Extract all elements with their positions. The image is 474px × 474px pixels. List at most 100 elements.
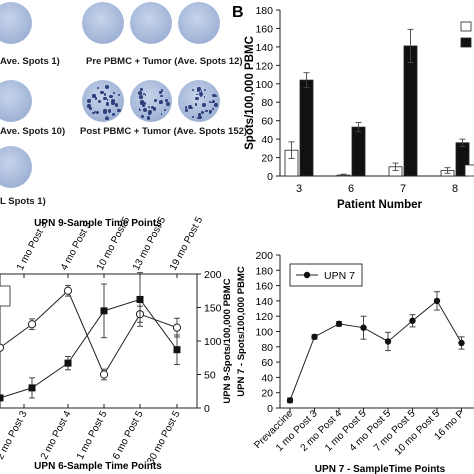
c-right-tick-label: 150 — [204, 303, 222, 315]
chart-b: B 0 20 40 60 80 100 120 140 160 180 Spots/100,000 P… — [232, 4, 474, 211]
b-y-tick-label: 0 — [267, 171, 273, 183]
b-bar-filled — [351, 126, 366, 177]
c-point-circle — [99, 370, 109, 379]
well-spot — [195, 96, 199, 101]
well-spot — [187, 105, 192, 110]
d-point — [311, 333, 318, 341]
c-point-square — [100, 307, 108, 315]
well-spot — [112, 113, 116, 117]
c-series-line-1 — [0, 289, 178, 376]
well-spot — [92, 111, 95, 115]
d-y-tick-label: 60 — [261, 357, 273, 369]
well-spot — [100, 90, 104, 95]
d-y-tick-label: 160 — [255, 281, 273, 293]
caption-well-row2-left: Ave. Spots 10) — [0, 126, 66, 137]
d-y-tick-label: 100 — [255, 327, 273, 339]
well-spot — [138, 109, 142, 112]
caption-well-row3-left: L Spots 1) — [0, 196, 46, 207]
well-spot — [203, 96, 206, 99]
c-right-tick-label: 100 — [204, 336, 222, 348]
well-post-3 — [178, 80, 220, 122]
well-spot — [194, 103, 198, 106]
well-spot — [144, 94, 147, 96]
panel-label-b: B — [232, 4, 244, 21]
well-spot — [140, 100, 144, 104]
c-right-tick-label: 200 — [204, 269, 222, 281]
well-spot — [89, 107, 92, 110]
d-y-tick-label: 40 — [261, 372, 273, 384]
d-y-tick-label: 120 — [255, 311, 273, 323]
d-point — [433, 297, 441, 305]
well-spot — [96, 111, 100, 115]
d-point — [335, 320, 343, 328]
d-x-axis-title: UPN 7 - SampleTime Points — [315, 464, 446, 474]
well-spot — [160, 89, 164, 92]
well-spot — [150, 105, 154, 109]
d-y-tick-label: 200 — [255, 250, 273, 262]
well-spot — [149, 113, 152, 116]
well-spot — [97, 86, 100, 89]
well-control-1 — [0, 2, 32, 44]
d-series-line — [289, 300, 462, 401]
caption-well-row1-right: Pre PBMC + Tumor (Ave. Spots 12) — [86, 56, 243, 67]
well-post-1 — [82, 80, 124, 122]
b-y-tick-label: 80 — [261, 97, 273, 109]
well-spot — [203, 89, 206, 92]
well-spot — [143, 105, 145, 107]
d-legend-marker — [303, 271, 311, 279]
b-legend-swatch-open — [460, 21, 472, 32]
well-spot — [104, 117, 108, 121]
c-bottom-tick-label: 30 mo Post 5 — [145, 409, 183, 467]
b-y-axis-title: Spots/100,000 PBMC — [244, 36, 256, 150]
well-pre-1 — [82, 2, 124, 44]
c-point-square — [28, 384, 36, 392]
c-series-line-2 — [0, 298, 178, 399]
c-point-square — [136, 295, 144, 303]
well-spot — [104, 93, 107, 96]
c-right-tick-label: 50 — [204, 370, 216, 382]
well-spot — [198, 86, 200, 89]
well-spot — [184, 106, 188, 109]
well-spot — [185, 108, 188, 112]
well-spot — [142, 105, 144, 107]
well-spot — [146, 116, 150, 120]
d-point — [384, 338, 392, 345]
caption-well-row1-left: Ave. Spots 1) — [0, 56, 60, 67]
b-bar-open — [464, 164, 474, 177]
well-spot — [199, 94, 203, 97]
well-spot — [141, 114, 145, 118]
b-y-tick-label: 140 — [255, 42, 273, 54]
well-control-2 — [0, 80, 32, 122]
c-right-axis-title: UPN 9-Spots/100,000 PBMC — [222, 278, 233, 403]
well-spot — [113, 91, 116, 94]
b-x-tick-label: 6 — [348, 183, 354, 195]
well-spot — [106, 98, 109, 101]
b-bar-filled — [299, 79, 314, 177]
well-spot — [206, 109, 209, 112]
well-spot — [191, 88, 195, 91]
b-bar-filled — [403, 45, 418, 177]
well-spot — [208, 110, 212, 113]
d-point — [458, 339, 465, 347]
b-x-tick-label: 8 — [452, 183, 458, 195]
well-spot — [106, 102, 109, 105]
c-bottom-axis-title: UPN 6-Sample Time Points — [34, 461, 162, 472]
d-y-tick-label: 20 — [261, 388, 273, 400]
well-spot — [147, 109, 152, 114]
c-point-circle — [63, 286, 73, 295]
c-right-tick-label: 0 — [204, 403, 210, 415]
b-x-tick-label: 3 — [296, 183, 302, 195]
well-spot — [143, 108, 148, 113]
d-point — [409, 317, 416, 324]
well-spot — [195, 93, 198, 96]
caption-well-row2-right: Post PBMC + Tumor (Ave. Spots 152) — [80, 126, 248, 137]
well-spot — [212, 93, 216, 98]
c-bottom-tick-label: 6 mo Post 5 — [111, 409, 146, 462]
c-bottom-tick-label: 2 mo Post 3 — [0, 409, 30, 462]
well-pre-2 — [130, 2, 172, 44]
well-spot — [91, 96, 95, 99]
chart-d: D020406080100120140160180200UPN 7 - Spot… — [236, 250, 474, 474]
well-spot — [215, 95, 217, 98]
panel-a-wells: Ave. Spots 1) Pre PBMC + Tumor (Ave. Spo… — [0, 0, 247, 215]
well-spot — [92, 94, 96, 98]
